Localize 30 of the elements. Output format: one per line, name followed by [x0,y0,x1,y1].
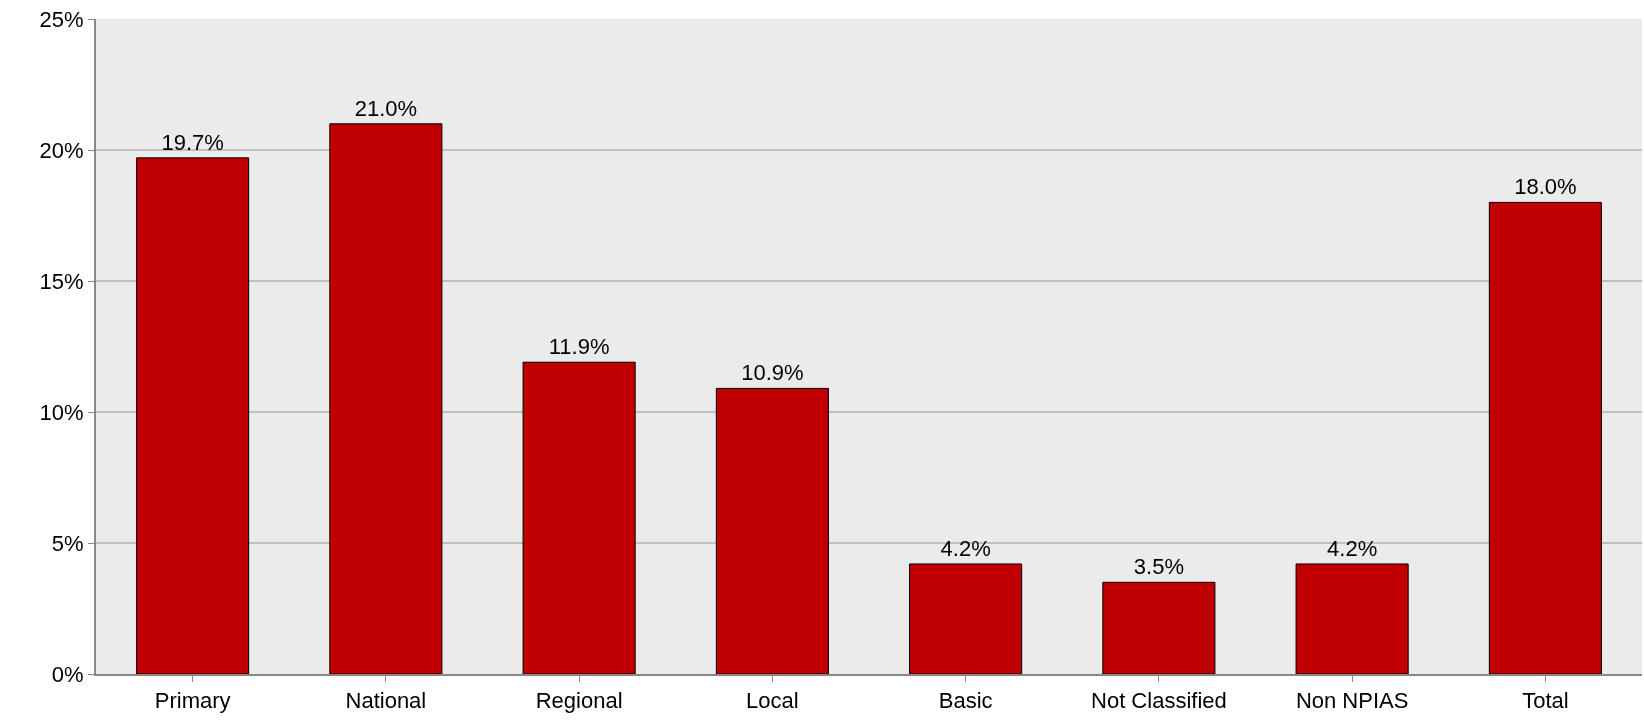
x-tick-label: Basic [938,688,993,714]
data-label: 19.7% [161,129,224,155]
x-tick-label: Not Classified [1091,688,1227,714]
y-tick-label: 20% [39,137,84,163]
data-label: 4.2% [1327,535,1378,561]
bar [715,387,829,674]
bar [1295,563,1409,674]
x-tick-label: National [345,688,427,714]
data-label: 4.2% [940,535,991,561]
data-label: 10.9% [741,360,804,386]
bar [1102,581,1216,674]
bar [1488,201,1602,674]
y-tick-label: 25% [39,6,84,32]
bar [909,563,1023,674]
x-tick-label: Local [746,688,799,714]
data-label: 3.5% [1133,554,1184,580]
data-label: 11.9% [548,334,610,360]
x-tick-label: Total [1522,688,1569,714]
data-label: 18.0% [1514,174,1577,200]
y-tick-label: 5% [51,530,84,556]
y-tick-label: 0% [51,661,84,687]
x-tick-label: Regional [535,688,623,714]
data-label: 21.0% [354,95,418,121]
bar [136,157,250,674]
bar [522,361,636,674]
y-tick-label: 10% [39,399,84,425]
y-tick-label: 15% [39,268,84,294]
x-tick-label: Primary [154,688,231,714]
x-tick-label: Non NPIAS [1295,688,1409,714]
bar [329,123,443,674]
